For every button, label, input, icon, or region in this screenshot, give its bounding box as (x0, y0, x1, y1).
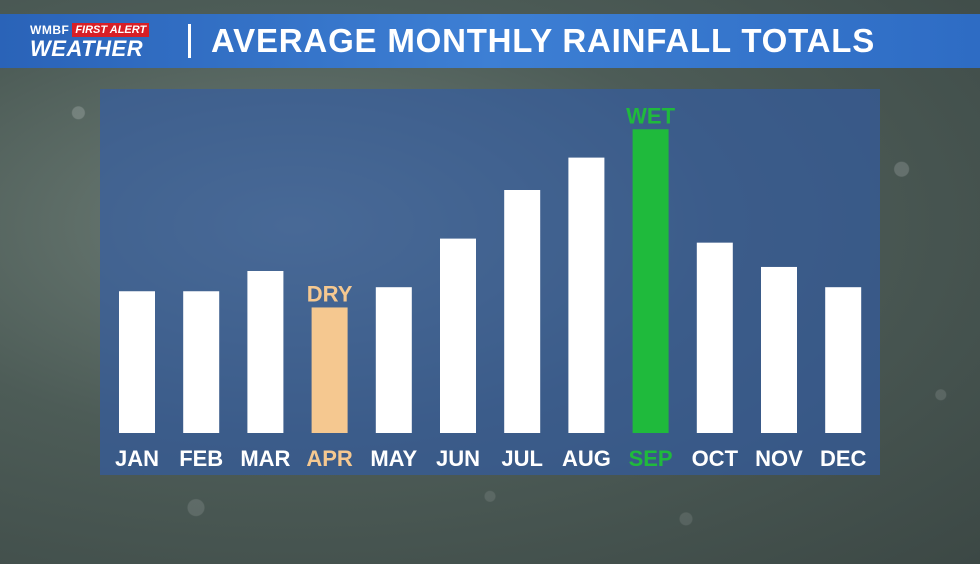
rainfall-bar-chart: JAN FEB MAR APR DRY MAY JUN JUL AUG SEP WET OCT NOV D… (115, 103, 867, 471)
month-label-jun: JUN (436, 446, 480, 471)
bar-aug (568, 157, 605, 433)
bar-jan (119, 291, 155, 433)
station-call-letters: WMBF (30, 23, 70, 37)
month-label-nov: NOV (755, 446, 803, 471)
first-alert-badge: FIRST ALERT (72, 23, 150, 37)
header-divider (188, 24, 191, 58)
bar-jul (504, 190, 541, 433)
bar-may (375, 287, 412, 433)
bar-jun (440, 238, 476, 433)
bar-nov (761, 266, 797, 433)
title-banner: WMBF FIRST ALERT WEATHER AVERAGE MONTHLY… (0, 14, 980, 68)
chart-title: AVERAGE MONTHLY RAINFALL TOTALS (211, 22, 876, 59)
month-label-sep: SEP (629, 446, 673, 471)
month-label-aug: AUG (562, 446, 611, 471)
highlight-label-dry: DRY (307, 281, 353, 306)
station-logo: WMBF FIRST ALERT WEATHER (0, 14, 170, 68)
logo-weather-text: WEATHER (30, 36, 144, 61)
month-label-feb: FEB (179, 446, 223, 471)
month-label-may: MAY (370, 446, 417, 471)
bar-mar (247, 271, 284, 433)
highlight-label-wet: WET (626, 103, 675, 128)
month-label-jul: JUL (501, 446, 543, 471)
month-label-jan: JAN (115, 446, 159, 471)
month-label-mar: MAR (240, 446, 290, 471)
bar-oct (696, 242, 733, 433)
month-label-apr: APR (306, 446, 353, 471)
chart-panel: JAN FEB MAR APR DRY MAY JUN JUL AUG SEP WET OCT NOV D… (100, 89, 880, 475)
bar-dec (825, 287, 862, 433)
month-label-dec: DEC (820, 446, 867, 471)
month-label-oct: OCT (692, 446, 739, 471)
bar-sep (632, 129, 669, 433)
bar-apr (311, 307, 348, 433)
bar-feb (183, 291, 220, 433)
